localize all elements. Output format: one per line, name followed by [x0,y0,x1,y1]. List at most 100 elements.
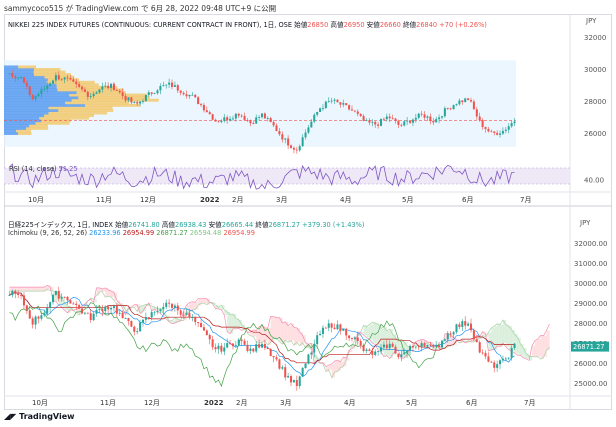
bottom-candle-body [258,344,261,348]
bottom-candle-body [461,321,464,328]
top-candle-body [272,122,275,126]
top-candle-body [214,119,217,122]
bottom-candle-body [14,290,17,294]
bottom-candle-body [255,344,258,352]
bottom-candle-body [75,303,78,306]
ichimoku-cloud-segment [241,324,245,331]
bottom-x-tick: 10月 [32,399,48,407]
top-candle-body [127,97,130,101]
ichimoku-cloud-segment [529,356,533,361]
top-candle-body [452,105,455,110]
ichimoku-cloud-segment [38,287,42,292]
top-symbol-title: NIKKEI 225 INDEX FUTURES (CONTINUOUS: CU… [8,21,292,29]
bottom-low-label: 安値 [208,221,222,229]
top-candle-body [501,130,504,134]
bottom-candle-body [226,343,229,348]
bottom-candle-body [339,324,342,331]
ichimoku-cloud-segment [64,302,68,311]
bottom-candle-body [348,335,351,339]
ichimoku-cloud-segment [424,340,428,344]
top-candle-body [484,127,487,129]
top-candle-body [63,77,66,80]
bottom-candle-body [330,323,333,328]
volume-profile-up-bar [4,98,72,102]
bottom-candle-body [153,311,156,313]
ichimoku-cloud-segment [122,305,126,309]
ichimoku-cloud-segment [305,342,309,348]
ichimoku-cloud-segment [206,298,211,305]
volume-profile-down-bar [47,78,80,82]
ichimoku-cloud-segment [520,343,524,356]
bottom-candle-body [200,323,203,328]
ichimoku-cloud-segment [508,326,512,350]
ichimoku-cloud-segment [485,333,489,337]
top-candle-body [22,77,25,83]
bottom-candle-body [176,305,179,311]
top-candle-body [40,89,43,95]
volume-profile-down-bar [85,103,141,107]
top-candle-body [380,118,383,126]
top-candle-body [98,89,101,93]
bottom-candle-body [165,302,168,307]
top-x-tick: 2月 [232,196,243,204]
bottom-candle-body [475,339,478,343]
ichimoku-cloud-segment [55,291,60,302]
top-candle-body [365,120,368,122]
volume-profile-down-bar [18,132,32,135]
top-open-value: 26850 [307,21,329,29]
top-candle-body [461,100,464,103]
top-candle-body [319,108,322,112]
top-candle-body [246,120,249,121]
bottom-candle-body [304,363,307,369]
volume-profile-down-bar [78,96,150,100]
volume-profile-down-bar [33,70,66,74]
bottom-candle-body [420,343,423,347]
ichimoku-cloud-segment [314,354,318,365]
top-candle-body [342,103,345,105]
top-candle-body [139,101,142,104]
top-candle-body [324,101,327,109]
top-low-value: 26660 [379,21,401,29]
top-candle-body [110,83,113,88]
bottom-candle-body [127,317,130,322]
top-candle-body [475,109,478,117]
top-candle-body [51,80,55,84]
top-candle-body [435,119,438,123]
top-candle-body [327,100,330,102]
ichimoku-cloud-segment [270,316,274,343]
bottom-candle-body [214,347,217,350]
top-x-tick: 11月 [96,196,112,204]
ichimoku-cloud-segment [224,309,228,316]
top-candle-body [237,113,240,116]
ichimoku-cloud-segment [383,327,388,357]
bottom-candle-body [197,322,200,324]
top-candle-body [133,102,136,103]
ichimoku-cloud-segment [421,339,425,346]
ichimoku-cloud-segment [328,365,332,370]
ichimoku-cloud-segment [192,301,196,311]
top-candle-body [266,118,269,119]
bottom-candle-body [63,296,66,298]
bottom-currency: JPY [580,219,591,227]
top-candle-body [310,121,313,128]
bottom-candle-body [400,354,403,358]
top-close-label: 終値 [402,21,417,29]
ichimoku-cloud-segment [259,326,263,344]
top-candle-body [467,98,470,101]
bottom-candle-body [72,303,75,305]
bottom-candle-body [83,312,86,314]
bottom-candle-body [371,350,374,355]
ichimoku-cloud-segment [369,324,373,340]
bottom-candle-body [487,356,490,362]
top-candle-body [292,147,295,150]
top-candle-body [234,113,237,119]
bottom-candle-body [365,349,368,351]
bottom-candle-body [34,316,37,325]
ichimoku-cloud-segment [253,329,257,337]
bottom-candle-body [162,306,165,310]
bottom-candle-body [432,345,435,347]
top-candle-body [112,83,115,90]
bottom-candle-body [95,309,98,314]
top-candle-body [455,104,458,106]
